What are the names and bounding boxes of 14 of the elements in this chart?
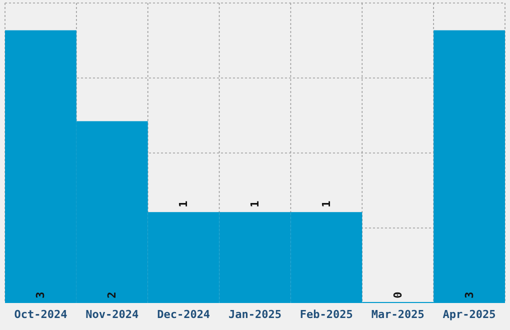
- x-tick-label: Mar-2025: [371, 308, 424, 321]
- x-tick-label: Nov-2024: [86, 308, 140, 321]
- data-label: 1: [320, 200, 333, 208]
- x-tick-label: Feb-2025: [300, 308, 353, 321]
- x-tick-label: Jan-2025: [228, 308, 282, 321]
- data-label: 3: [34, 292, 48, 298]
- x-tick-label: Oct-2024: [14, 308, 68, 321]
- x-tick-label: Apr-2025: [442, 308, 496, 321]
- data-label: 1: [177, 200, 190, 208]
- data-label: 1: [248, 200, 262, 208]
- data-label: 3: [462, 292, 476, 298]
- x-tick-label: Dec-2024: [157, 308, 210, 321]
- data-label: 0: [391, 292, 404, 298]
- data-label: 2: [106, 292, 119, 298]
